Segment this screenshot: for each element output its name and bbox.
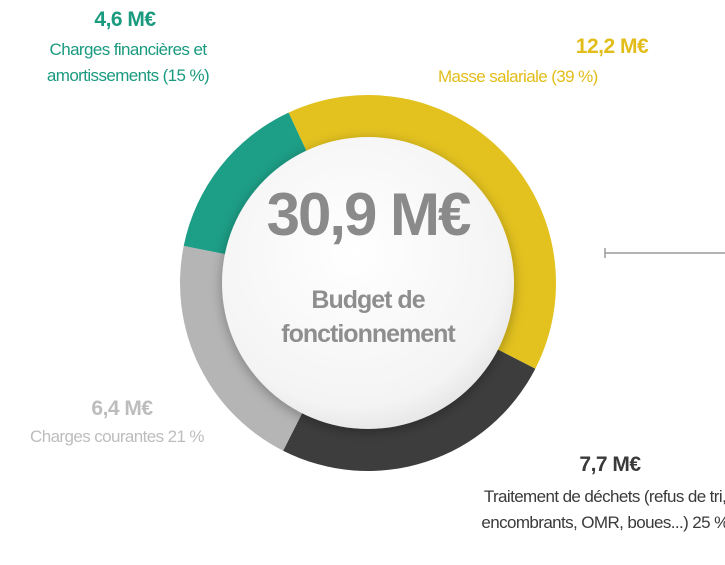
donut-segment [283, 347, 536, 471]
donut-segment [288, 95, 556, 369]
center-subtitle: Budget de fonctionnement [281, 286, 456, 348]
category-label: Charges financières et amortissements (1… [46, 40, 210, 85]
value-label: 6,4 M€ [91, 397, 153, 420]
donut-segment [180, 245, 304, 451]
donut [180, 95, 556, 471]
donut-segment [183, 112, 308, 255]
category-label: Traitement de déchets (refus de tri, enc… [481, 487, 725, 532]
total: 30,9 M€ [266, 181, 472, 248]
value-label: 12,2 M€ [575, 35, 649, 58]
category-label: Charges courantes 21 % [30, 427, 205, 446]
center-disc [222, 137, 514, 429]
category-label: Masse salariale (39 %) [438, 67, 598, 86]
value-label: 4,6 M€ [94, 8, 156, 31]
value-label: 7,7 M€ [579, 453, 641, 476]
